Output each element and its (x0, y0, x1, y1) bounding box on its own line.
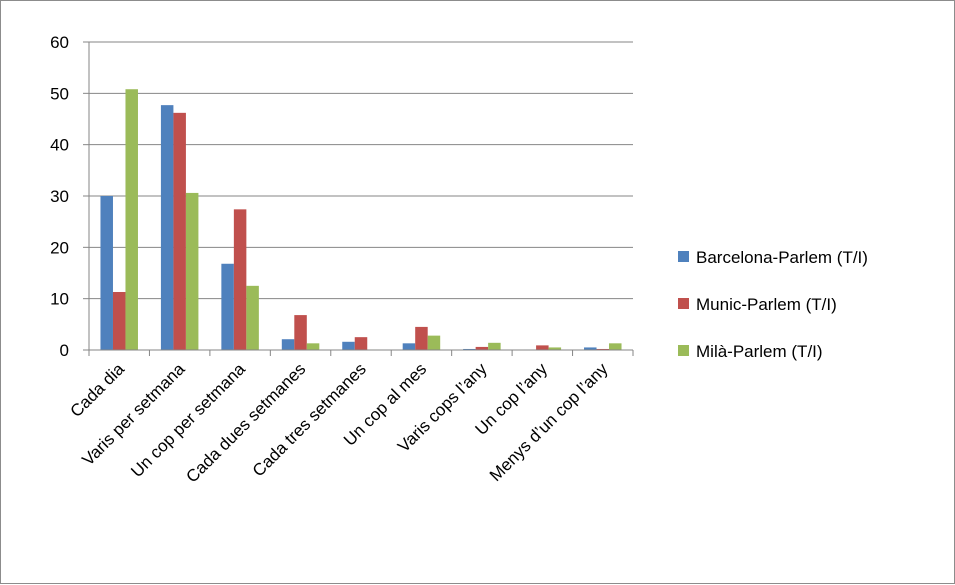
bar (596, 348, 610, 350)
bar (548, 347, 562, 350)
bar (185, 192, 199, 350)
legend: Barcelona-Parlem (T/I) Munic-Parlem (T/I)… (678, 248, 868, 361)
bar (125, 89, 138, 350)
legend-label: Milà-Parlem (T/I) (696, 342, 823, 361)
y-tick-label: 0 (60, 341, 69, 360)
bar (609, 343, 622, 350)
y-tick-label: 10 (50, 290, 69, 309)
bar (233, 209, 247, 350)
bar (427, 335, 441, 350)
bar (246, 285, 259, 350)
bar (354, 337, 368, 350)
x-tick-label: Menys d’un cop l’any (486, 359, 612, 485)
axes (83, 41, 634, 356)
x-tick-label: Cada tres setmanes (249, 359, 370, 480)
x-tick-label: Varis per setmana (78, 359, 188, 469)
legend-swatch (678, 298, 689, 309)
bar (536, 345, 549, 350)
bar (160, 105, 174, 350)
bar (475, 346, 489, 350)
legend-label: Munic-Parlem (T/I) (696, 295, 837, 314)
bar (415, 326, 428, 350)
bar (584, 347, 597, 350)
y-tick-labels: 0 10 20 30 40 50 60 (50, 33, 69, 360)
bar (294, 315, 307, 350)
legend-swatch (678, 251, 689, 262)
bar (402, 343, 416, 350)
legend-label: Barcelona-Parlem (T/I) (696, 248, 868, 267)
legend-swatch (678, 345, 689, 356)
bar (281, 339, 295, 350)
y-tick-label: 40 (50, 136, 69, 155)
bar (100, 196, 113, 350)
y-tick-label: 50 (50, 84, 69, 103)
x-tick-label: Cada dues setmanes (182, 359, 309, 486)
bar (342, 341, 355, 350)
bar (306, 343, 320, 350)
bar (463, 348, 476, 350)
y-tick-label: 20 (50, 238, 69, 257)
x-tick-label: Un cop per setmana (127, 359, 249, 481)
bar (173, 112, 186, 350)
bar (488, 342, 501, 350)
bar (221, 263, 234, 350)
y-tick-label: 30 (50, 187, 69, 206)
bar (112, 291, 126, 350)
x-tick-label: Cada dia (66, 359, 128, 421)
bars (100, 89, 622, 350)
y-tick-label: 60 (50, 33, 69, 52)
